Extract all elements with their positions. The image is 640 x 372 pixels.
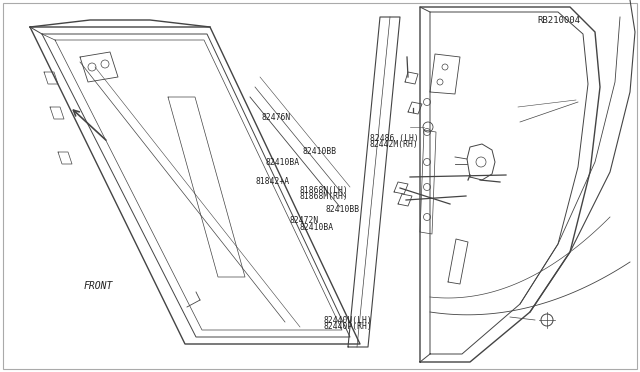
Text: RB210004: RB210004 [538, 16, 580, 25]
Text: 82472N: 82472N [289, 217, 319, 225]
Text: 82440U(LH): 82440U(LH) [323, 316, 372, 325]
Text: FRONT: FRONT [83, 282, 113, 291]
Text: 82440P(RH): 82440P(RH) [323, 322, 372, 331]
Text: 81868M(RH): 81868M(RH) [300, 192, 348, 201]
Text: 82410BA: 82410BA [300, 223, 333, 232]
Text: 82410BA: 82410BA [266, 158, 300, 167]
Text: 82410BB: 82410BB [302, 147, 336, 155]
Text: 82476N: 82476N [261, 113, 291, 122]
Text: 81842+A: 81842+A [256, 177, 290, 186]
Text: 81868N(LH): 81868N(LH) [300, 186, 348, 195]
Text: 82486 (LH): 82486 (LH) [370, 134, 419, 143]
Text: 82442M(RH): 82442M(RH) [370, 140, 419, 149]
Text: 82410BB: 82410BB [325, 205, 359, 214]
